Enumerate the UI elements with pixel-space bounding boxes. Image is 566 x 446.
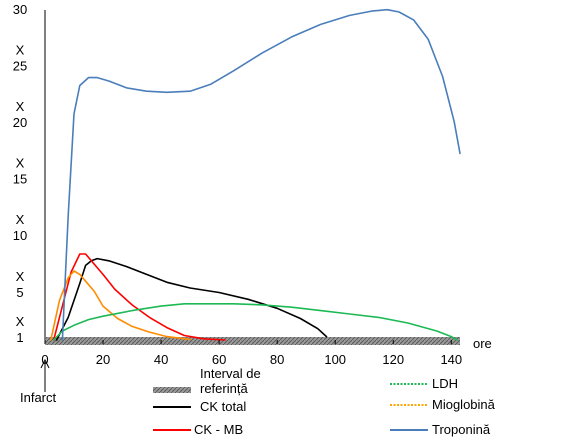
- y-tick-multiplier: X: [16, 43, 25, 58]
- tick-labels: 020406080100120140X1X5X10X15X20X25X30: [13, 0, 462, 367]
- y-tick-label: 10: [13, 228, 27, 243]
- x-axis-label: ore: [473, 336, 492, 351]
- y-tick-multiplier: X: [16, 156, 25, 171]
- series-line-ldh: [52, 303, 458, 341]
- x-tick-label: 100: [324, 352, 346, 367]
- legend-label-ckmb: CK - MB: [194, 422, 243, 437]
- x-tick-label: 140: [440, 352, 462, 367]
- legend-label-ref-cont: referință: [200, 381, 248, 396]
- y-tick-label: 5: [16, 285, 23, 300]
- y-tick-label: 30: [13, 2, 27, 17]
- legend-label-ck: CK total: [200, 399, 246, 414]
- x-tick-label: 120: [382, 352, 404, 367]
- legend-label-trop: Troponină: [432, 422, 491, 437]
- x-tick-label: 60: [212, 352, 226, 367]
- legend-label-ref: Interval de: [200, 366, 261, 381]
- infarct-arrow-head: [40, 358, 50, 369]
- y-tick-multiplier: X: [16, 99, 25, 114]
- series-line-ck-total: [55, 257, 328, 341]
- y-tick-label: 1: [16, 330, 23, 345]
- legend-label-ldh: LDH: [432, 376, 458, 391]
- y-tick-multiplier: X: [16, 0, 25, 1]
- series-line-ck-mb: [52, 253, 226, 341]
- y-tick-label: 25: [13, 59, 27, 74]
- x-tick-label: 20: [96, 352, 110, 367]
- y-tick-multiplier: X: [16, 212, 25, 227]
- y-tick-multiplier: X: [16, 269, 25, 284]
- legend-swatch-ref: [153, 387, 191, 393]
- legend-label-mio: Mioglobină: [432, 397, 496, 412]
- y-tick-multiplier: X: [16, 314, 25, 329]
- series-layer: [50, 8, 461, 341]
- infarct-label: Infarct: [20, 390, 57, 405]
- series-line-mioglobină: [50, 270, 191, 341]
- series-line-troponină: [61, 8, 461, 341]
- reference-band: [45, 337, 460, 345]
- reference-band-layer: [45, 337, 460, 345]
- x-tick-label: 40: [154, 352, 168, 367]
- y-tick-label: 15: [13, 172, 27, 187]
- y-tick-label: 20: [13, 115, 27, 130]
- infarct-annotation: Infarct: [20, 358, 57, 405]
- x-tick-label: 80: [270, 352, 284, 367]
